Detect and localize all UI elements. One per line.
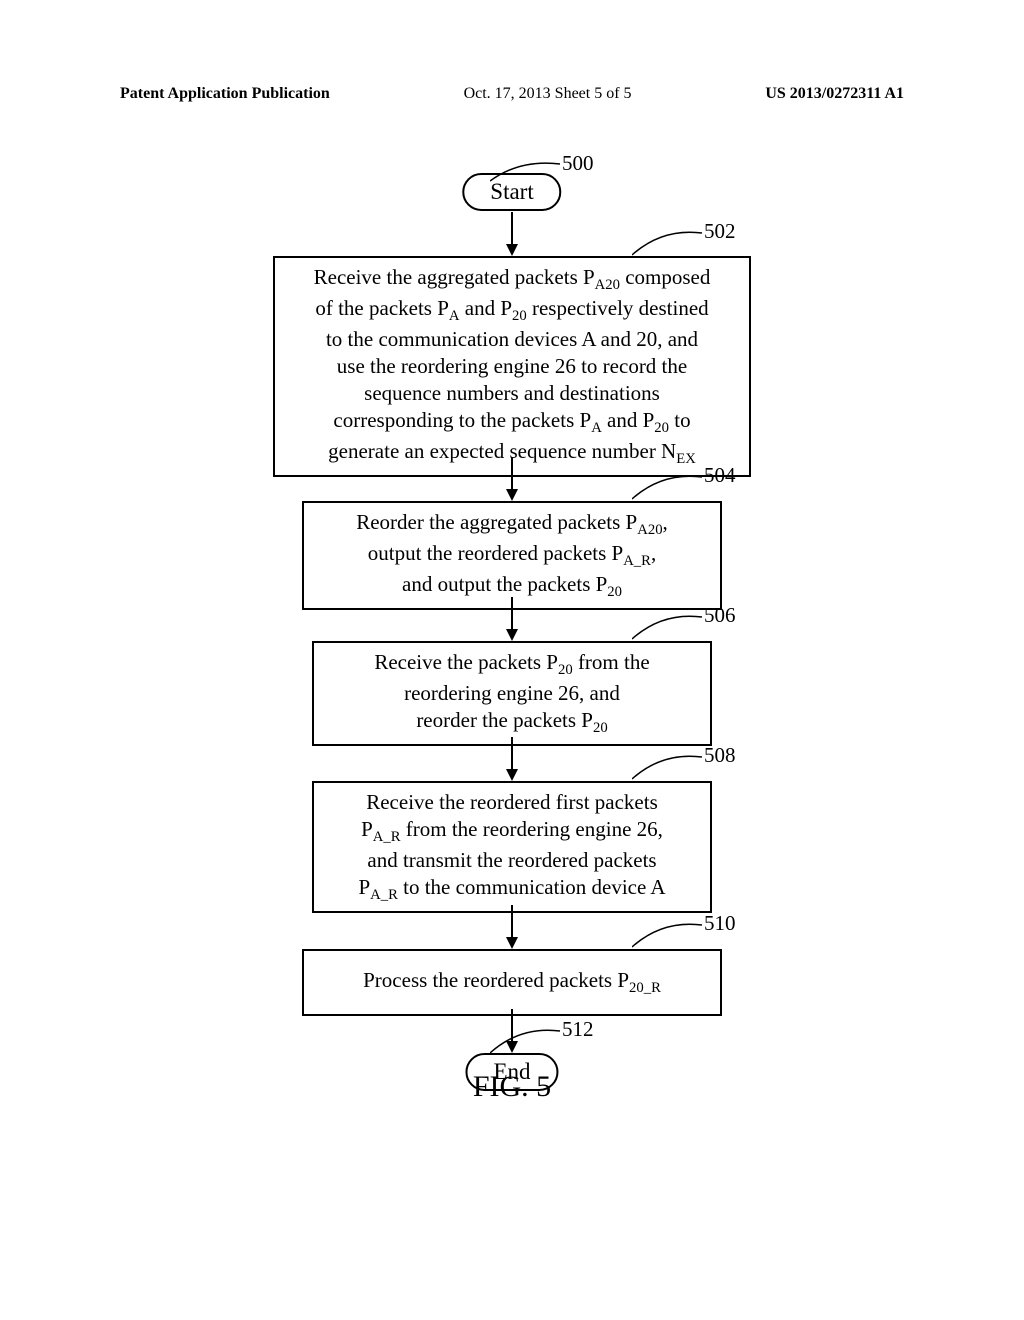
t: to the communication devices A and 20, a… xyxy=(326,327,698,351)
t: Reorder the aggregated packets P xyxy=(356,510,637,534)
node-506: Receive the packets P20 from the reorder… xyxy=(312,641,712,746)
ref-508: 508 xyxy=(704,743,736,768)
arrow-4 xyxy=(502,737,522,781)
ref-curve-500 xyxy=(490,157,570,192)
t: reorder the packets P xyxy=(416,708,593,732)
t: use the reordering engine 26 to record t… xyxy=(337,354,687,378)
t: reordering engine 26, and xyxy=(404,681,620,705)
arrow-2 xyxy=(502,457,522,501)
ref-502: 502 xyxy=(704,219,736,244)
sub: A_R xyxy=(623,553,651,569)
arrow-3 xyxy=(502,597,522,641)
process-508: Receive the reordered first packets PA_R… xyxy=(312,781,712,913)
sub: A xyxy=(591,420,602,436)
node-510: Process the reordered packets P20_R xyxy=(302,949,722,1016)
t: to xyxy=(669,408,691,432)
sub: EX xyxy=(676,451,696,467)
ref-506: 506 xyxy=(704,603,736,628)
t: and transmit the reordered packets xyxy=(367,848,656,872)
t: Process the reordered packets P xyxy=(363,968,629,992)
t: Receive the packets P xyxy=(374,650,558,674)
process-504: Reorder the aggregated packets PA20, out… xyxy=(302,501,722,610)
t: P xyxy=(358,875,370,899)
t: Receive the reordered first packets xyxy=(366,790,658,814)
node-504: Reorder the aggregated packets PA20, out… xyxy=(302,501,722,610)
sub: 20 xyxy=(654,420,669,436)
t: from the reordering engine 26, xyxy=(401,817,663,841)
process-502: Receive the aggregated packets PA20 comp… xyxy=(273,256,751,477)
header-right: US 2013/0272311 A1 xyxy=(765,85,904,103)
t: , xyxy=(651,541,656,565)
t: and output the packets P xyxy=(402,572,607,596)
process-510: Process the reordered packets P20_R xyxy=(302,949,722,1016)
sub: A_R xyxy=(370,887,398,903)
node-502: Receive the aggregated packets PA20 comp… xyxy=(273,256,751,477)
page-header: Patent Application Publication Oct. 17, … xyxy=(0,85,1024,103)
ref-500: 500 xyxy=(562,151,594,176)
t: composed xyxy=(620,265,710,289)
sub: A xyxy=(449,308,460,324)
t: and P xyxy=(602,408,655,432)
t: from the xyxy=(573,650,650,674)
ref-504: 504 xyxy=(704,463,736,488)
sub: A_R xyxy=(373,829,401,845)
arrow-5 xyxy=(502,905,522,949)
t: , xyxy=(663,510,668,534)
ref-510: 510 xyxy=(704,911,736,936)
sub: 20 xyxy=(593,720,608,736)
sub: A20 xyxy=(595,277,620,293)
t: P xyxy=(361,817,373,841)
t: respectively destined xyxy=(527,296,709,320)
t: sequence numbers and destinations xyxy=(364,381,660,405)
t: output the reordered packets P xyxy=(368,541,623,565)
node-508: Receive the reordered first packets PA_R… xyxy=(312,781,712,913)
t: and P xyxy=(460,296,513,320)
sub: 20_R xyxy=(629,980,661,996)
figure-caption: FIG. 5 xyxy=(473,1070,551,1104)
t: corresponding to the packets P xyxy=(333,408,591,432)
sub: A20 xyxy=(637,522,662,538)
sub: 20 xyxy=(558,662,573,678)
t: to the communication device A xyxy=(398,875,666,899)
header-middle: Oct. 17, 2013 Sheet 5 of 5 xyxy=(464,85,632,103)
t: of the packets P xyxy=(315,296,449,320)
t: Receive the aggregated packets P xyxy=(314,265,595,289)
header-left: Patent Application Publication xyxy=(120,85,330,103)
arrow-1 xyxy=(502,212,522,256)
process-506: Receive the packets P20 from the reorder… xyxy=(312,641,712,746)
ref-512: 512 xyxy=(562,1017,594,1042)
sub: 20 xyxy=(607,584,622,600)
sub: 20 xyxy=(512,308,527,324)
